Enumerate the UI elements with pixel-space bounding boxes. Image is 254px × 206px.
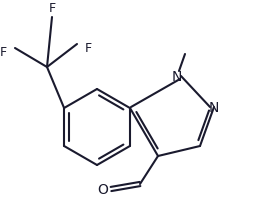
Text: N: N: [171, 70, 181, 84]
Text: N: N: [208, 101, 218, 115]
Text: F: F: [48, 2, 55, 15]
Text: O: O: [97, 182, 108, 196]
Text: F: F: [0, 45, 7, 58]
Text: F: F: [85, 41, 92, 54]
